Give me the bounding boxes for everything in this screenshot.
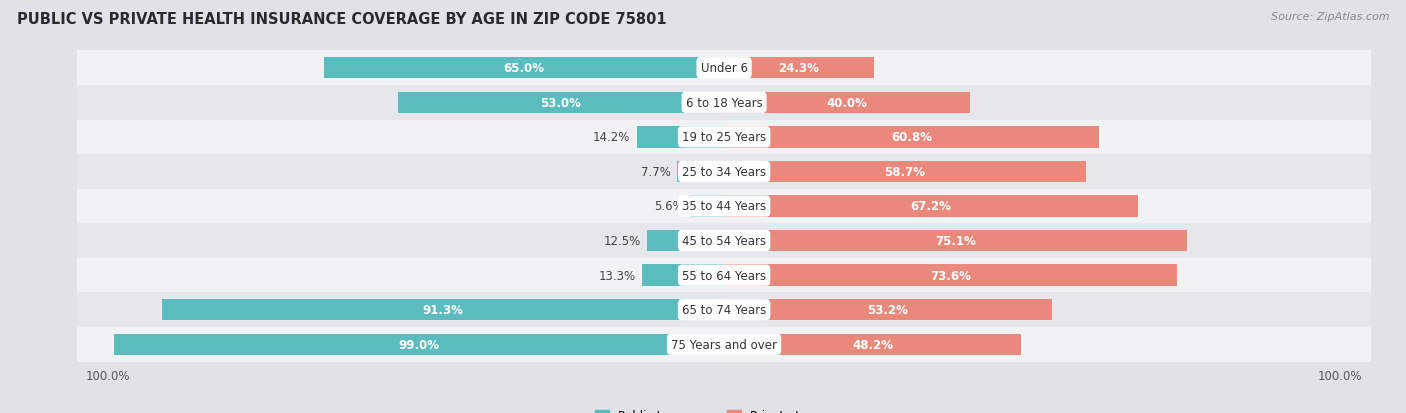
Text: 14.2%: 14.2% <box>593 131 630 144</box>
Bar <box>637 127 724 148</box>
Text: 60.8%: 60.8% <box>891 131 932 144</box>
Bar <box>77 51 1371 86</box>
Bar <box>77 293 1371 327</box>
Text: 25 to 34 Years: 25 to 34 Years <box>682 166 766 178</box>
Text: 53.0%: 53.0% <box>540 97 581 109</box>
Bar <box>77 155 1371 189</box>
Text: 55 to 64 Years: 55 to 64 Years <box>682 269 766 282</box>
Bar <box>398 93 724 114</box>
Text: 6 to 18 Years: 6 to 18 Years <box>686 97 762 109</box>
Text: 48.2%: 48.2% <box>852 338 893 351</box>
Text: 40.0%: 40.0% <box>827 97 868 109</box>
Bar <box>689 196 724 217</box>
Text: 12.5%: 12.5% <box>603 235 641 247</box>
Legend: Public Insurance, Private Insurance: Public Insurance, Private Insurance <box>591 404 858 413</box>
Text: 75.1%: 75.1% <box>935 235 976 247</box>
Text: Under 6: Under 6 <box>700 62 748 75</box>
Text: PUBLIC VS PRIVATE HEALTH INSURANCE COVERAGE BY AGE IN ZIP CODE 75801: PUBLIC VS PRIVATE HEALTH INSURANCE COVER… <box>17 12 666 27</box>
Bar <box>323 58 724 79</box>
Bar <box>724 196 1137 217</box>
Bar <box>77 189 1371 224</box>
Bar <box>724 299 1052 320</box>
Text: 65.0%: 65.0% <box>503 62 544 75</box>
Text: 24.3%: 24.3% <box>779 62 820 75</box>
Text: 75 Years and over: 75 Years and over <box>671 338 778 351</box>
Text: Source: ZipAtlas.com: Source: ZipAtlas.com <box>1271 12 1389 22</box>
Bar <box>77 120 1371 155</box>
Text: 58.7%: 58.7% <box>884 166 925 178</box>
Bar <box>724 334 1021 355</box>
Bar <box>724 230 1187 252</box>
Bar <box>724 127 1098 148</box>
Bar <box>676 161 724 183</box>
Bar <box>114 334 724 355</box>
Bar <box>724 161 1085 183</box>
Bar <box>647 230 724 252</box>
Text: 73.6%: 73.6% <box>931 269 972 282</box>
Text: 65 to 74 Years: 65 to 74 Years <box>682 304 766 316</box>
Bar <box>77 258 1371 293</box>
Text: 19 to 25 Years: 19 to 25 Years <box>682 131 766 144</box>
Bar <box>77 327 1371 362</box>
Text: 53.2%: 53.2% <box>868 304 908 316</box>
Text: 45 to 54 Years: 45 to 54 Years <box>682 235 766 247</box>
Text: 5.6%: 5.6% <box>654 200 683 213</box>
Bar <box>77 224 1371 258</box>
Bar <box>724 265 1177 286</box>
Bar <box>643 265 724 286</box>
Text: 99.0%: 99.0% <box>399 338 440 351</box>
Bar <box>724 58 873 79</box>
Text: 7.7%: 7.7% <box>641 166 671 178</box>
Bar <box>162 299 724 320</box>
Text: 67.2%: 67.2% <box>911 200 952 213</box>
Text: 13.3%: 13.3% <box>599 269 636 282</box>
Text: 35 to 44 Years: 35 to 44 Years <box>682 200 766 213</box>
Bar <box>724 93 970 114</box>
Bar <box>77 86 1371 120</box>
Text: 91.3%: 91.3% <box>422 304 464 316</box>
